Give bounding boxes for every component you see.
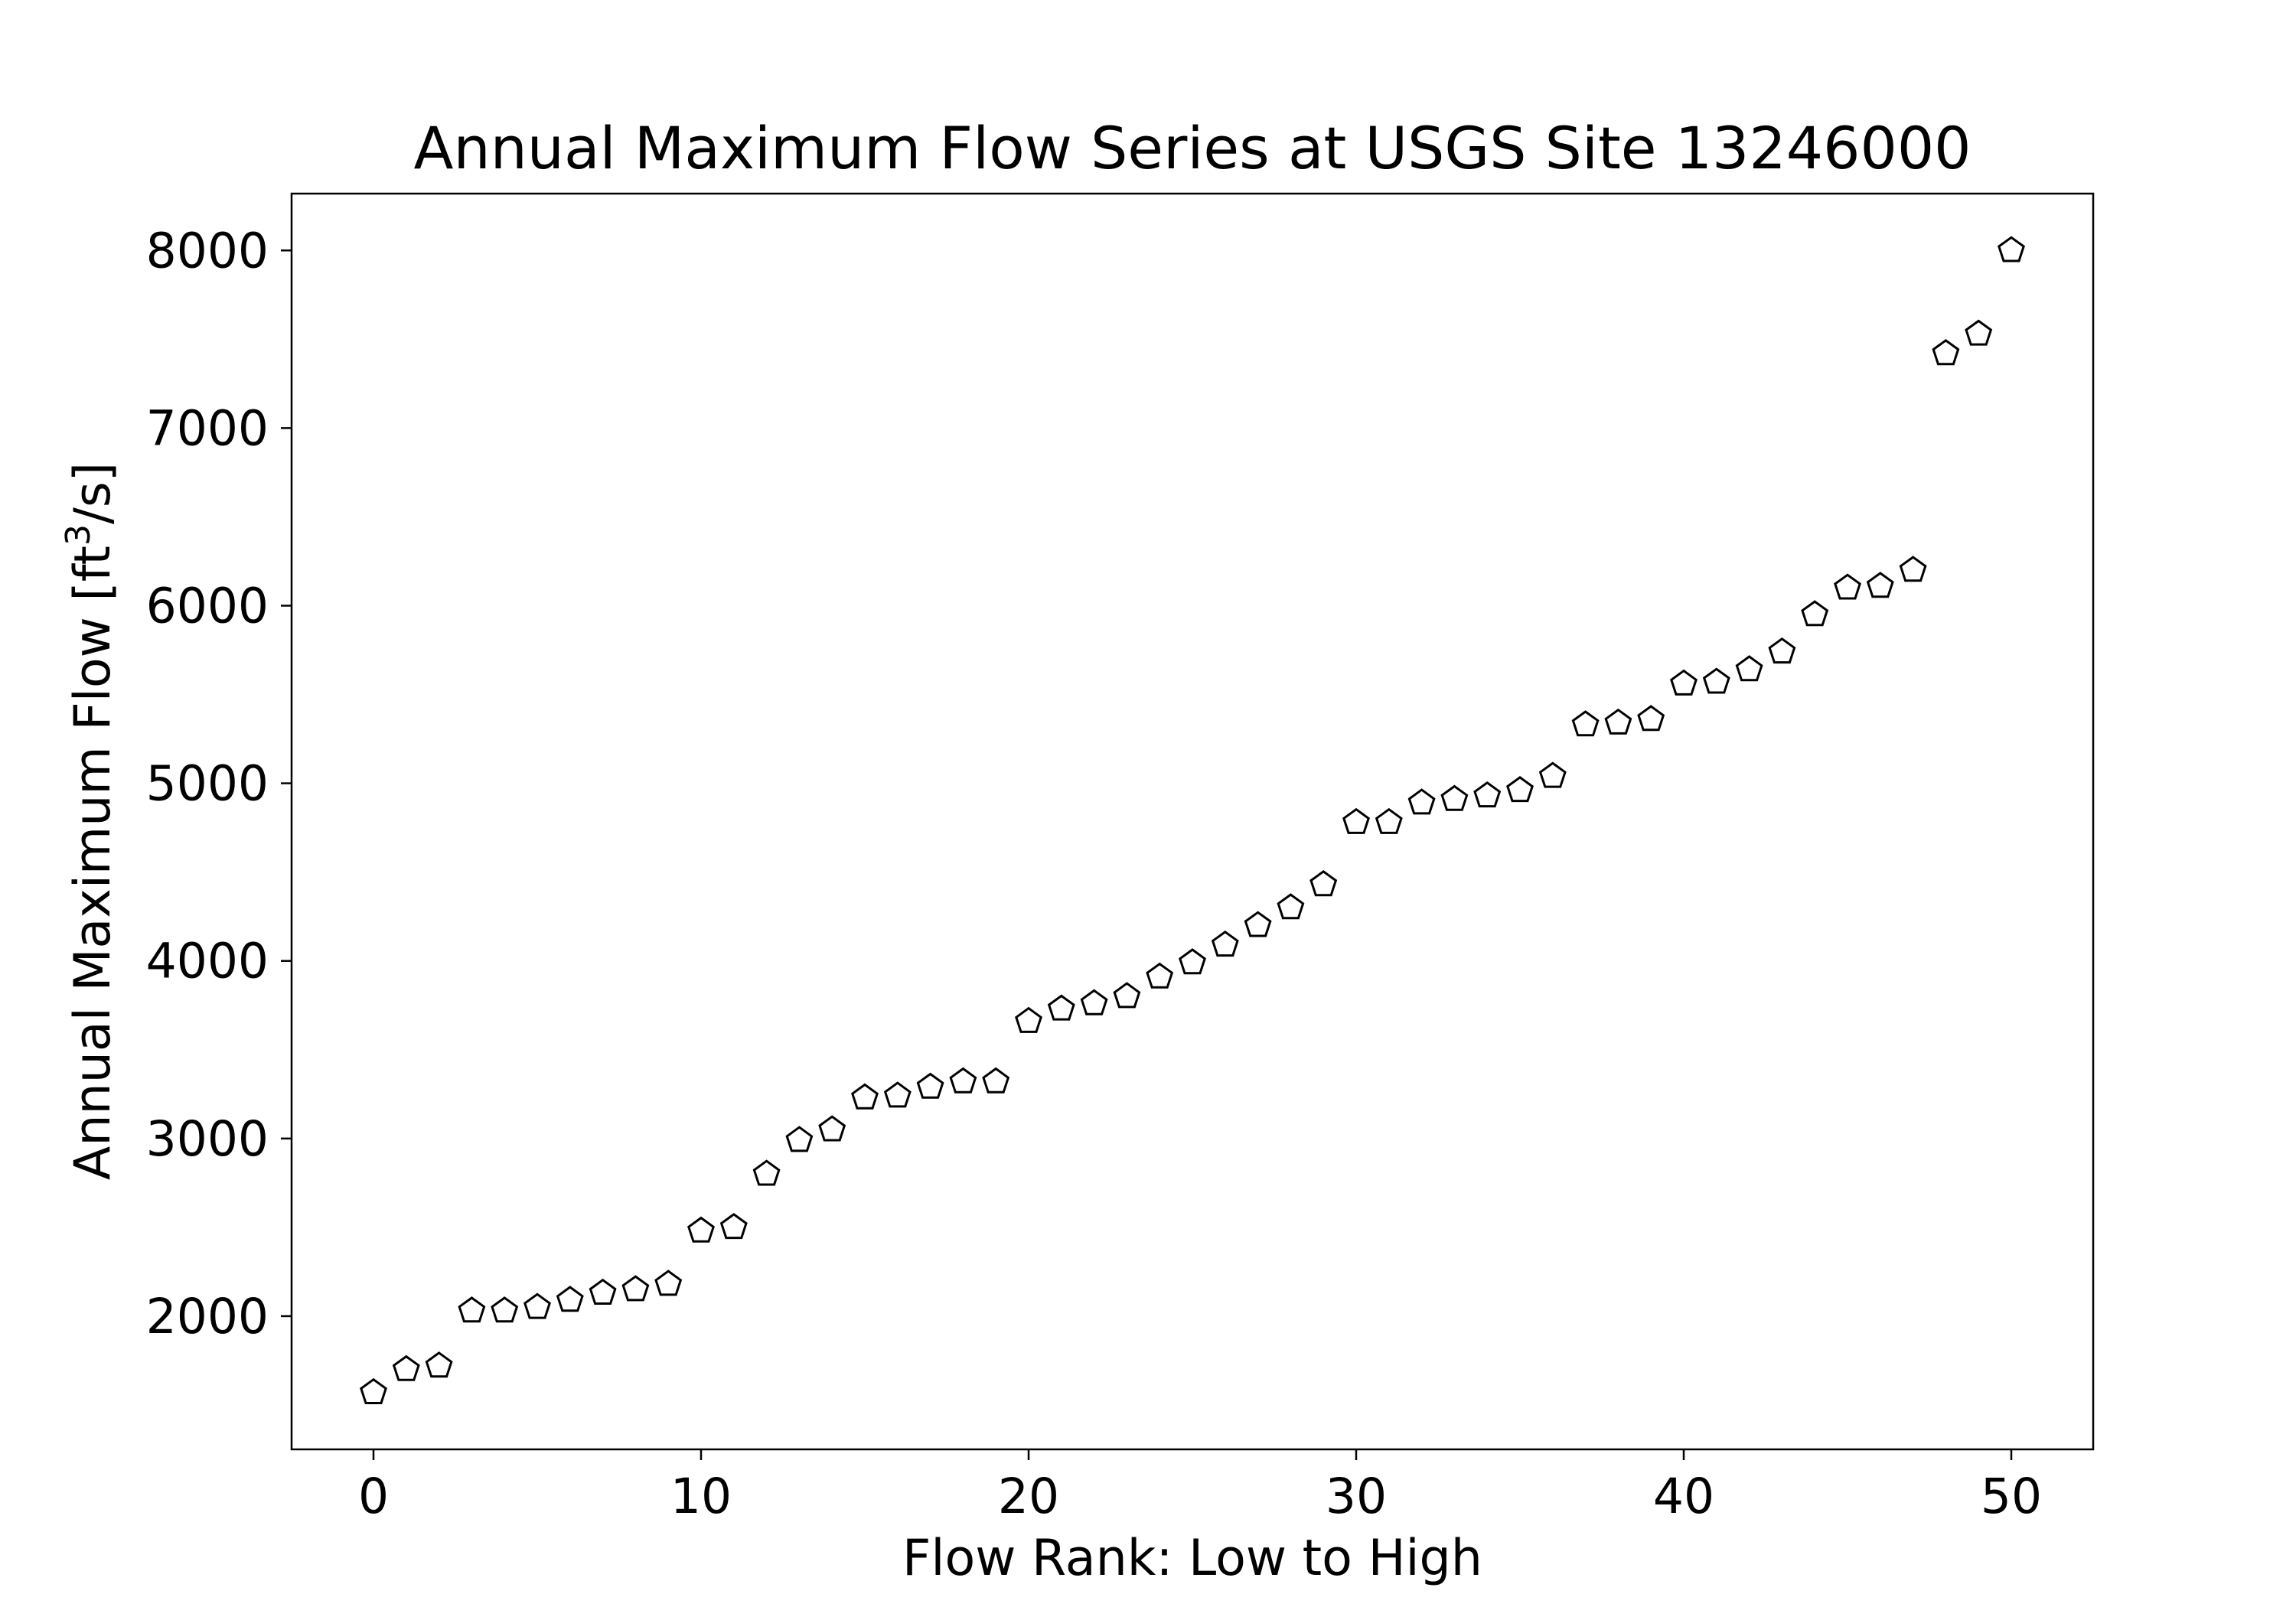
y-axis-label-suffix: /s] xyxy=(64,462,122,524)
data-point xyxy=(1047,994,1075,1021)
y-tick-label: 7000 xyxy=(146,400,269,456)
data-point xyxy=(425,1351,453,1378)
data-point xyxy=(523,1292,551,1319)
data-point xyxy=(1473,781,1502,808)
plot-frame xyxy=(290,192,2095,1451)
y-axis-label: Annual Maximum Flow [ft3/s] xyxy=(59,462,122,1180)
data-point xyxy=(1113,982,1141,1009)
y-tick-label: 8000 xyxy=(146,223,269,279)
data-point xyxy=(1834,573,1861,600)
data-point xyxy=(1211,930,1239,957)
data-point xyxy=(1604,708,1632,735)
x-tick-label: 10 xyxy=(670,1468,732,1524)
data-point xyxy=(818,1115,846,1142)
data-point xyxy=(621,1275,650,1302)
x-tick-label: 50 xyxy=(1981,1468,2042,1524)
y-tick-label: 4000 xyxy=(146,934,269,989)
chart-title: Annual Maximum Flow Series at USGS Site … xyxy=(413,114,1971,182)
data-point xyxy=(1342,807,1370,834)
data-point xyxy=(982,1067,1010,1094)
data-point xyxy=(1899,556,1927,582)
data-point xyxy=(785,1126,814,1152)
data-point xyxy=(719,1213,748,1240)
x-tick-label: 40 xyxy=(1653,1468,1714,1524)
x-tick-group: 0 10 20 30 40 50 xyxy=(358,1449,2042,1524)
data-point xyxy=(851,1083,879,1110)
data-point xyxy=(491,1296,519,1323)
y-tick-label: 3000 xyxy=(146,1111,269,1167)
data-point xyxy=(1866,572,1894,598)
data-point xyxy=(1932,339,1960,366)
data-point xyxy=(556,1286,584,1312)
data-point xyxy=(1637,705,1665,732)
data-point xyxy=(949,1067,977,1094)
data-point xyxy=(1998,236,2025,262)
y-axis-label-superscript: 3 xyxy=(59,524,98,546)
data-point xyxy=(360,1377,387,1404)
data-point xyxy=(916,1072,944,1099)
data-point xyxy=(1571,710,1600,737)
data-point xyxy=(752,1159,781,1186)
data-point xyxy=(458,1296,486,1323)
data-point xyxy=(1244,911,1272,937)
y-axis-label-prefix: Annual Maximum Flow [ft xyxy=(64,546,122,1180)
data-point xyxy=(392,1354,420,1381)
data-point xyxy=(1277,893,1305,920)
data-point xyxy=(1538,761,1567,788)
y-tick-label: 5000 xyxy=(146,756,269,812)
data-point xyxy=(1375,807,1403,834)
x-tick-label: 20 xyxy=(998,1468,1059,1524)
data-point xyxy=(1015,1006,1042,1033)
x-tick-label: 30 xyxy=(1326,1468,1387,1524)
data-point xyxy=(1407,788,1436,815)
data-point xyxy=(1440,784,1469,811)
x-tick-label: 0 xyxy=(358,1468,389,1524)
data-point xyxy=(1768,637,1796,664)
data-point xyxy=(1146,962,1174,989)
data-point xyxy=(1702,667,1730,694)
data-point xyxy=(1080,989,1108,1015)
data-point xyxy=(1179,948,1206,975)
data-point xyxy=(883,1081,912,1108)
data-point xyxy=(1965,319,1993,346)
data-point xyxy=(654,1270,683,1296)
data-points xyxy=(360,236,2025,1404)
data-point xyxy=(1801,600,1829,627)
data-point xyxy=(1670,669,1698,696)
x-axis-label: Flow Rank: Low to High xyxy=(902,1530,1482,1587)
data-point xyxy=(1506,776,1534,803)
data-point xyxy=(1735,655,1763,682)
y-tick-group: 2000 3000 4000 5000 6000 7000 8000 xyxy=(146,223,292,1345)
data-point xyxy=(687,1216,715,1243)
data-point xyxy=(589,1278,617,1305)
y-tick-label: 2000 xyxy=(146,1289,269,1345)
y-tick-label: 6000 xyxy=(146,578,269,634)
data-point xyxy=(1309,870,1338,897)
